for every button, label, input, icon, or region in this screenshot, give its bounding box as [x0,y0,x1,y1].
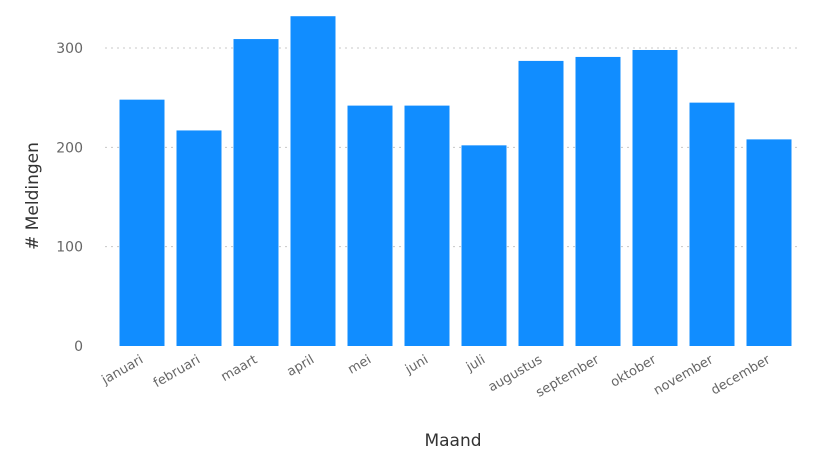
x-tick-label: april [285,352,317,379]
y-tick-label: 0 [74,339,83,355]
y-tick-label: 100 [56,240,83,256]
x-axis-ticks: januari februari maart april mei juni juliaugu… [99,352,774,401]
bar-januari [119,99,165,346]
bar-maart [233,39,279,347]
bar-juni [404,105,450,346]
x-tick-label: mei [345,352,374,377]
y-axis-ticks: 0 100 200 300 [56,41,83,355]
bar-februari [176,130,222,346]
x-tick-label: september [534,352,603,401]
x-tick-label: november [651,352,716,398]
x-tick-label: maart [219,352,260,385]
bar-november [689,102,735,346]
bar-juli [461,145,507,346]
bars [119,16,792,347]
y-tick-label: 300 [56,41,83,57]
x-tick-label: juli [463,352,488,375]
y-axis-title: # Meldingen [23,142,43,250]
bar-mei [347,105,393,346]
bar-augustus [518,60,564,347]
bar-april [290,16,336,347]
bar-december [746,139,792,346]
x-tick-label: juni [402,352,431,377]
x-tick-label: januari [99,352,146,388]
y-tick-label: 200 [56,140,83,156]
bar-oktober [632,49,678,347]
x-tick-label: december [709,352,774,398]
x-axis-title: Maand [424,431,481,451]
x-tick-label: februari [151,352,203,391]
bar-september [575,56,621,346]
